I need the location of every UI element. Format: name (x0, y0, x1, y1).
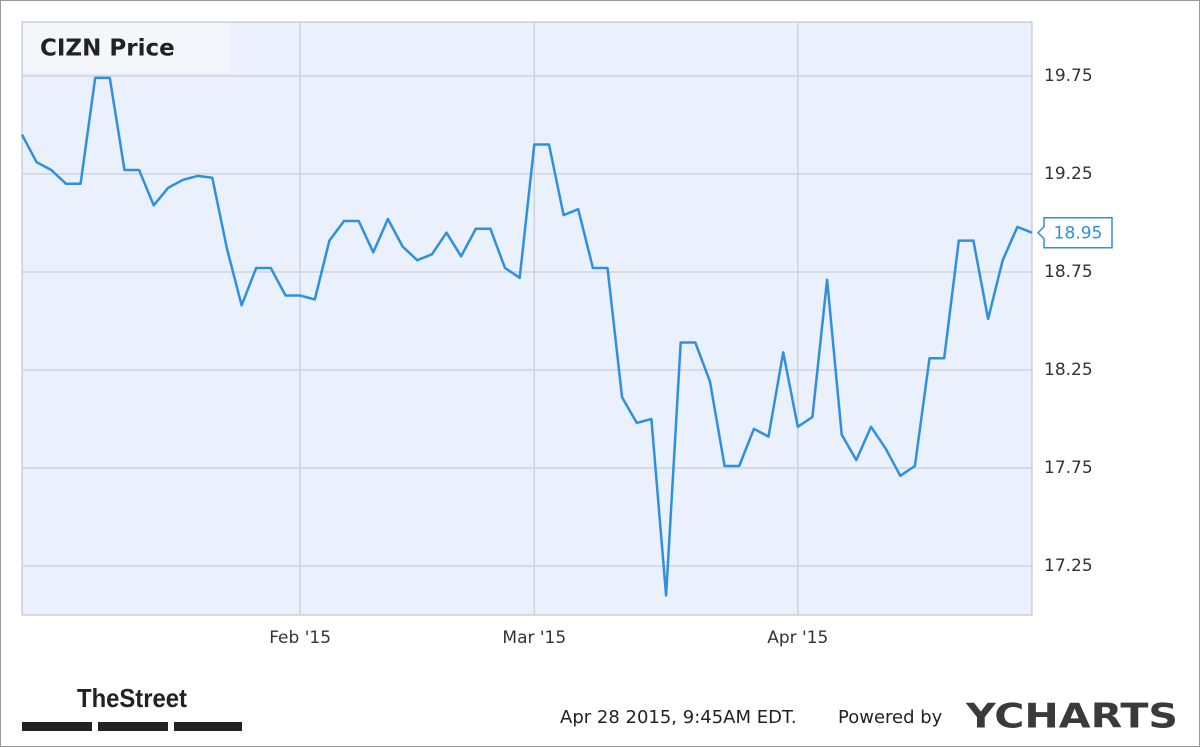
timestamp: Apr 28 2015, 9:45AM EDT. (560, 707, 797, 728)
last-value-box (1036, 216, 1113, 249)
y-tick-label: 19.25 (1044, 164, 1093, 184)
thestreet-logo: TheStreet (77, 683, 187, 713)
y-tick-label: 17.25 (1044, 556, 1093, 576)
x-tick-label: Apr '15 (767, 628, 828, 648)
last-value-label: 18.95 (1054, 224, 1103, 244)
x-tick-label: Feb '15 (269, 628, 331, 648)
y-tick-label: 18.25 (1044, 360, 1093, 380)
y-tick-label: 19.75 (1044, 66, 1093, 86)
logo-bar (174, 722, 242, 731)
y-tick-label: 18.75 (1044, 262, 1093, 282)
logo-bar (98, 722, 168, 731)
price-line (20, 76, 1033, 597)
logo-bar (22, 722, 92, 731)
x-tick-label: Mar '15 (502, 628, 566, 648)
plot-area (21, 21, 1033, 616)
ycharts-logo: YCHARTS (965, 697, 1178, 737)
y-tick-label: 17.75 (1044, 458, 1093, 478)
powered-by: Powered by (838, 707, 943, 728)
chart-title: CIZN Price (40, 36, 175, 62)
title-box (23, 23, 230, 73)
